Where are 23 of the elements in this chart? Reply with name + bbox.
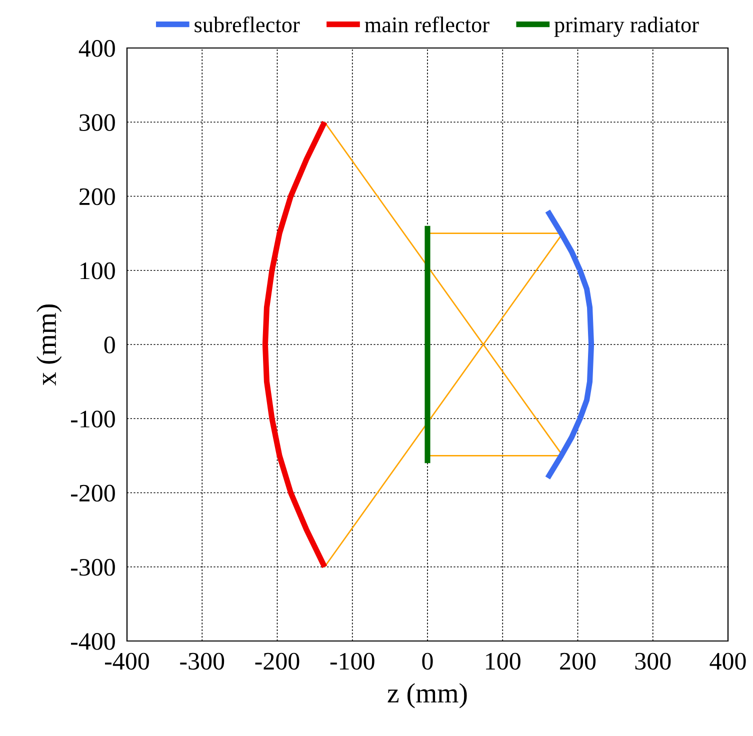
x-tick-label: -300 [180,652,224,670]
x-tick-label: 100 [486,652,520,670]
x-tick-label: -100 [330,652,374,670]
x-tick-label: -400 [105,652,149,670]
legend-label: primary radiator [554,16,699,37]
x-tick-label: 400 [710,652,746,670]
y-tick-label: 400 [78,40,115,57]
x-tick-label: 300 [635,652,671,670]
x-tick-label: 200 [560,652,596,670]
y-tick-label: -100 [70,410,115,428]
y-tick-label: -300 [70,558,115,576]
y-tick-label: -400 [70,633,115,650]
x-tick-label: 0 [422,652,433,670]
x-axis-title: z (mm) [388,683,467,708]
x-tick-label: -200 [255,652,300,670]
y-tick-label: 100 [80,262,115,280]
y-tick-label: 300 [80,114,115,132]
legend-label: main reflector [364,16,490,32]
y-tick-label: 0 [104,336,115,354]
legend-label: subreflector [194,16,300,32]
y-axis-title: x (mm) [36,304,62,386]
y-tick-label: 200 [79,188,115,206]
y-tick-label: -200 [70,484,115,502]
